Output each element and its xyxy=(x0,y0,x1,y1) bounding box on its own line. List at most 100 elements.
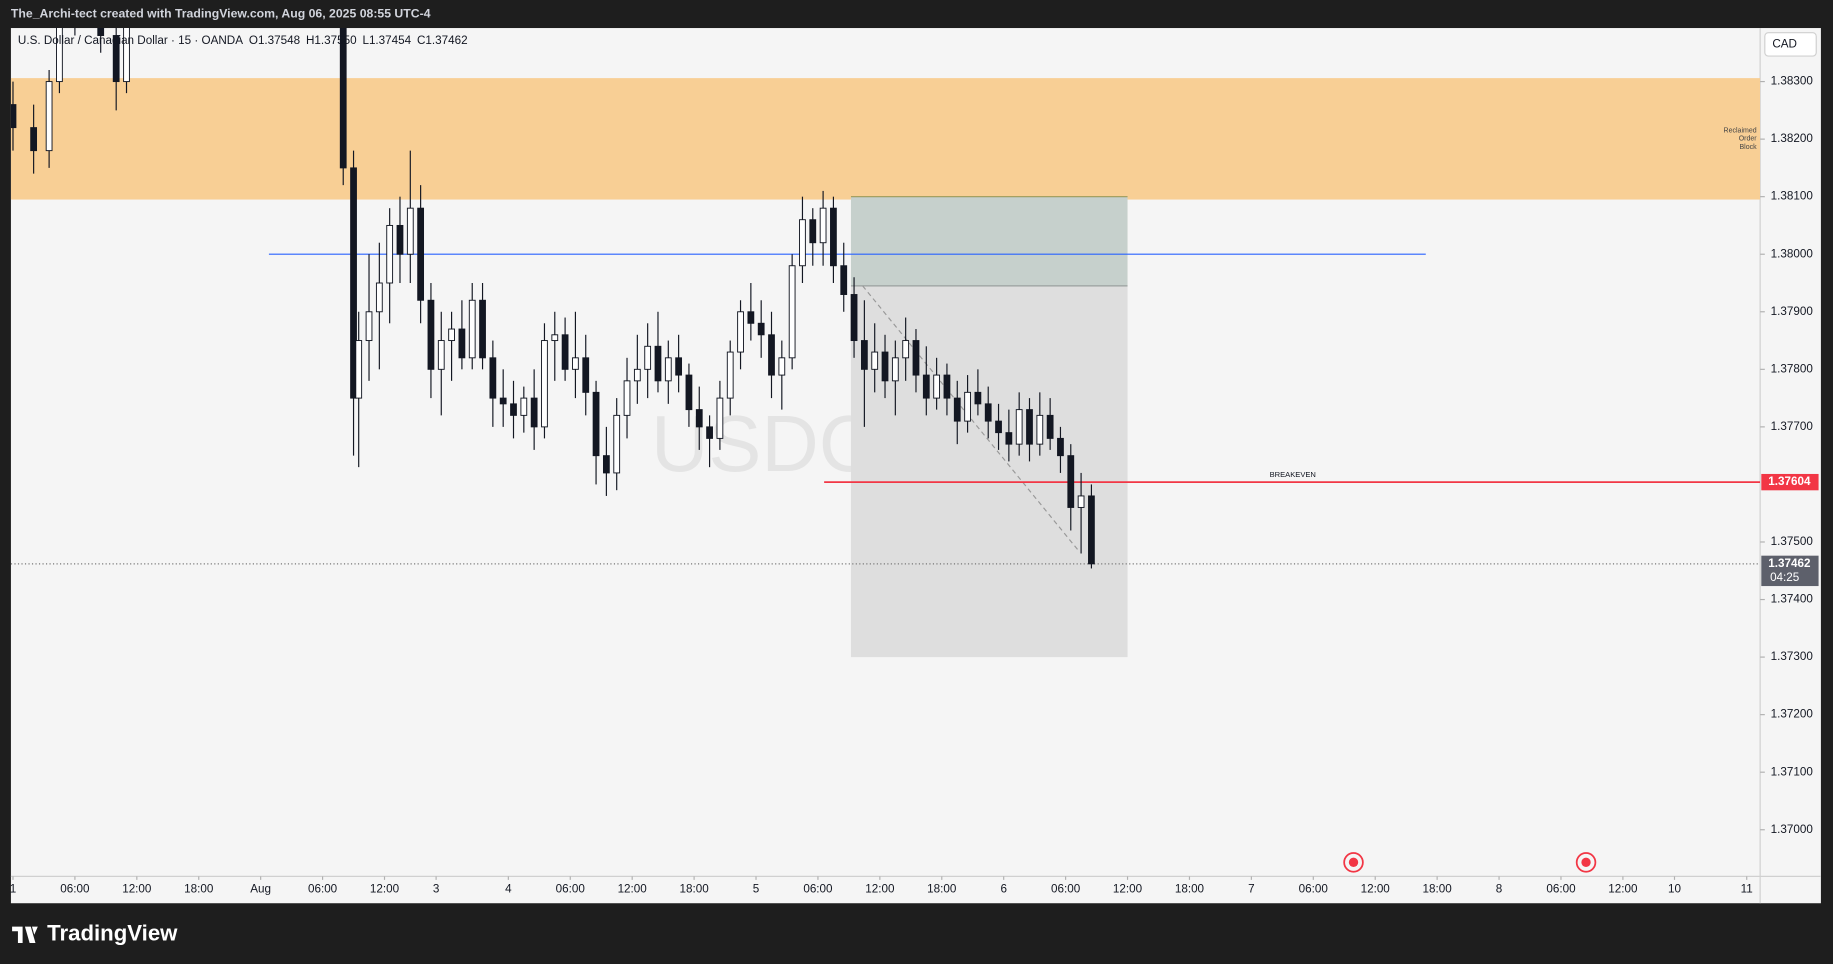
candle-body xyxy=(984,403,992,422)
y-tick-label: 1.37400 xyxy=(1771,593,1814,606)
candle-body xyxy=(933,374,941,399)
candle-body xyxy=(654,345,662,382)
candle-body xyxy=(943,374,951,399)
candle-body xyxy=(602,455,610,474)
x-tick-label: 06:00 xyxy=(803,882,833,895)
x-tick-label: 8 xyxy=(1496,882,1503,895)
x-tick-label: 18:00 xyxy=(1423,882,1453,895)
brand: TradingView xyxy=(47,921,178,946)
brand-logo xyxy=(12,926,38,943)
x-tick-label: 10 xyxy=(1668,882,1681,895)
candle-body xyxy=(1005,432,1013,445)
candle-body xyxy=(695,409,703,428)
x-tick-label: 5 xyxy=(753,882,759,895)
candle-body xyxy=(1046,414,1054,439)
candle-body xyxy=(953,397,961,422)
candle-body xyxy=(757,322,765,336)
x-tick-label: 06:00 xyxy=(308,882,338,895)
candle-body xyxy=(768,334,775,376)
x-tick-label: 12:00 xyxy=(1608,882,1638,895)
candle-body xyxy=(613,414,621,474)
y-tick-label: 1.37500 xyxy=(1771,535,1814,548)
x-tick-label: 06:00 xyxy=(1546,882,1576,895)
y-tick-label: 1.38200 xyxy=(1771,132,1814,145)
candle-body xyxy=(747,311,755,324)
candle-body xyxy=(30,127,38,152)
candle-body xyxy=(902,340,910,359)
candle-body xyxy=(499,397,507,405)
candle-body xyxy=(675,357,683,376)
header: The_Archi-tect created with TradingView.… xyxy=(11,6,431,20)
chart-layer: USDCAD, 15BREAKEVENReclaimedOrderBlock U.… xyxy=(10,28,1819,895)
candle-body xyxy=(1067,455,1075,508)
candle-body xyxy=(510,403,517,416)
candle-body xyxy=(592,391,600,457)
y-tick-label: 1.37100 xyxy=(1771,765,1814,778)
legend-ohlc: H1.37550 xyxy=(306,34,357,47)
candle-body xyxy=(386,224,394,284)
candle-body xyxy=(468,299,476,359)
candle-body xyxy=(97,28,105,36)
legend-ohlc: L1.37454 xyxy=(362,34,411,47)
y-tick-label: 1.37000 xyxy=(1771,823,1814,836)
candle-body xyxy=(706,426,713,439)
candle-body xyxy=(912,340,920,376)
candle-body xyxy=(850,294,858,342)
x-tick-label: 18:00 xyxy=(927,882,957,895)
trade-path xyxy=(862,285,1081,553)
y-tick-label: 1.37700 xyxy=(1771,420,1814,433)
x-tick-label: 6 xyxy=(1000,882,1007,895)
candle-body xyxy=(995,420,1002,434)
candle-body xyxy=(788,265,796,359)
x-tick-label: 12:00 xyxy=(1113,882,1143,895)
x-tick-label: 06:00 xyxy=(1051,882,1081,895)
x-tick-label: 11 xyxy=(1741,882,1753,895)
x-tick-label: 12:00 xyxy=(370,882,400,895)
candle-body xyxy=(809,219,817,244)
x-tick-label: 4 xyxy=(505,882,512,895)
y-tick-label: 1.37200 xyxy=(1771,708,1814,721)
candle-body xyxy=(716,397,724,439)
candle-body xyxy=(489,357,497,399)
order-block xyxy=(10,78,1761,200)
candle-body xyxy=(375,282,383,313)
candle-body xyxy=(541,340,548,428)
candle-body xyxy=(778,357,786,376)
x-tick-label: 1 xyxy=(10,882,17,895)
candle-body xyxy=(664,357,672,382)
legend-ohlc: O1.37548 xyxy=(249,34,300,47)
candle-body xyxy=(830,207,837,267)
breakeven-price: 1.37604 xyxy=(1768,475,1811,488)
breakeven-price-box xyxy=(1761,473,1819,491)
x-tick-label: 12:00 xyxy=(865,882,895,895)
candle-body xyxy=(860,340,868,370)
candle-body xyxy=(427,299,435,370)
x-tick-label: 7 xyxy=(1248,882,1255,895)
candle-body xyxy=(1077,495,1085,508)
candle-body xyxy=(561,334,569,370)
countdown: 04:25 xyxy=(1770,571,1799,584)
calendar-icon xyxy=(1343,852,1364,873)
candle-body xyxy=(1057,437,1064,457)
x-tick-label: 3 xyxy=(433,882,439,895)
candle-body xyxy=(551,334,559,342)
y-tick-label: 1.37900 xyxy=(1771,305,1814,318)
candle-body xyxy=(881,351,889,382)
zone-label: Block xyxy=(1740,144,1758,151)
candle-body xyxy=(112,35,120,83)
candle-body xyxy=(737,311,744,353)
candle-body xyxy=(417,207,425,301)
candle-body xyxy=(123,28,130,83)
candle-body xyxy=(530,397,538,428)
candle-body xyxy=(396,224,404,255)
y-tick-label: 1.38000 xyxy=(1771,247,1814,260)
legend: U.S. Dollar / Canadian Dollar · 15 · OAN… xyxy=(18,34,468,47)
candle-body xyxy=(623,380,631,416)
candle-body xyxy=(840,265,848,295)
candle-body xyxy=(350,167,357,399)
candle-body xyxy=(520,397,528,416)
candle-body xyxy=(1015,409,1023,445)
candle-body xyxy=(1026,409,1033,445)
candle-body xyxy=(479,299,486,359)
